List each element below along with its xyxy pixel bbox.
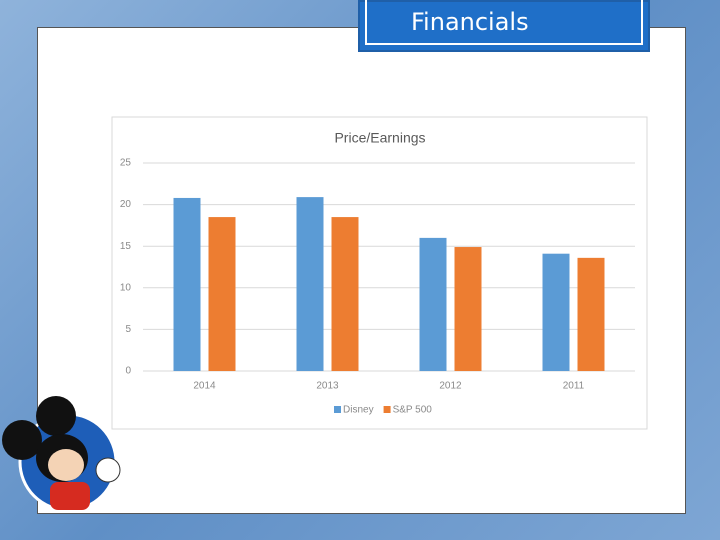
chart-title: Price/Earnings [334,130,425,146]
y-tick-label: 20 [120,199,132,210]
slide-title: Financials [365,0,643,45]
bar [173,197,201,371]
legend-label: Disney [343,405,374,416]
bar [454,247,482,371]
bar [208,217,236,371]
bar [296,197,324,371]
y-tick-label: 5 [125,324,131,335]
y-tick-label: 0 [125,366,131,377]
legend-swatch [383,406,391,413]
bar [542,253,570,371]
x-tick-label: 2012 [439,381,462,392]
bar [419,237,447,371]
y-tick-label: 10 [120,282,132,293]
x-tick-label: 2014 [193,381,216,392]
mascot [2,396,121,512]
bar [331,217,359,371]
bar [577,257,605,371]
legend-label: S&P 500 [393,405,433,416]
y-tick-label: 15 [120,241,132,252]
x-tick-label: 2011 [563,381,585,392]
legend-swatch [334,406,341,413]
x-tick-label: 2013 [316,381,339,392]
y-tick-label: 25 [120,158,132,169]
title-box: Financials [358,0,650,52]
